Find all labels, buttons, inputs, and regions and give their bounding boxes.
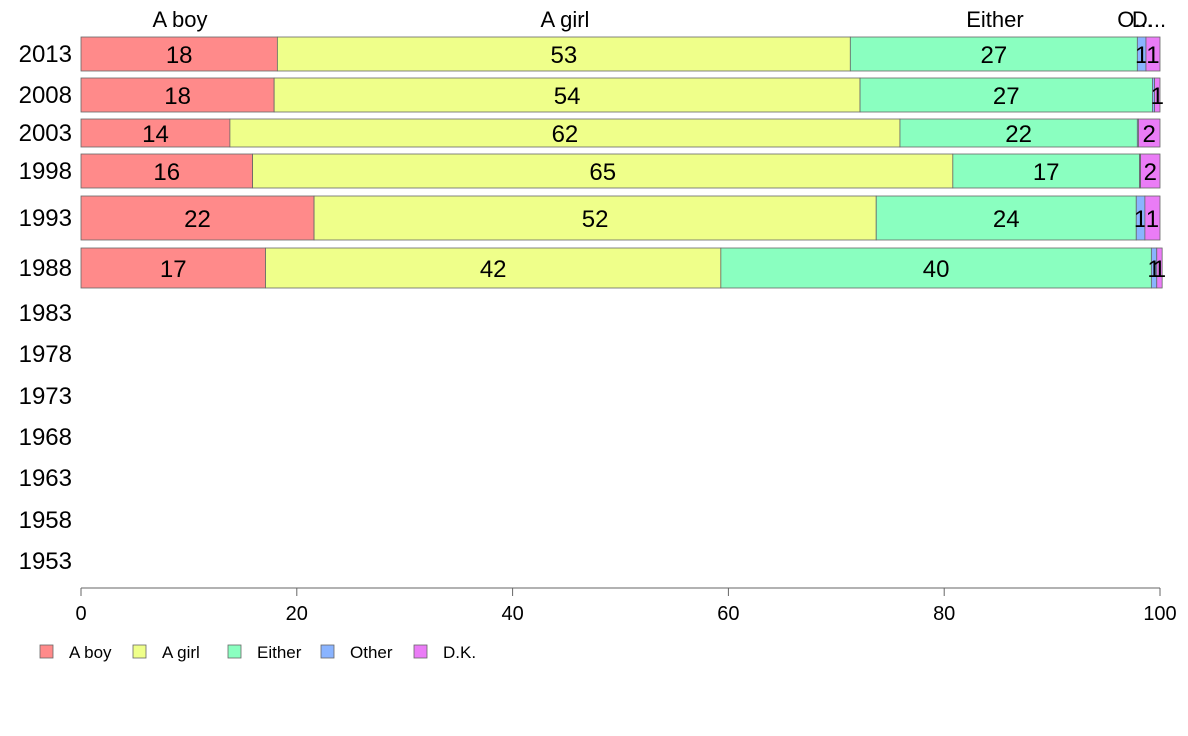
bar-segment — [80, 153, 253, 189]
data-label: 18 — [164, 83, 191, 110]
bar-segment — [276, 36, 851, 72]
column-header: D... — [1132, 7, 1166, 32]
bar-segment — [952, 153, 1140, 189]
legend-swatch — [39, 644, 54, 659]
data-label: 14 — [142, 121, 169, 148]
year-label: 2013 — [19, 41, 72, 68]
legend-swatch — [227, 644, 242, 659]
year-label: 1983 — [19, 300, 72, 327]
year-label: 1963 — [19, 465, 72, 492]
data-label: 1 — [1153, 256, 1166, 283]
bar-segment — [1154, 77, 1161, 113]
data-label: 27 — [993, 83, 1020, 110]
year-label: 1978 — [19, 341, 72, 368]
legend-label: A boy — [69, 643, 112, 662]
data-label: 1 — [1146, 42, 1159, 69]
data-label: 22 — [184, 206, 211, 233]
legend-label: D.K. — [443, 643, 476, 662]
data-label: 24 — [993, 206, 1020, 233]
legend-swatch — [132, 644, 147, 659]
data-label: 2 — [1143, 121, 1156, 148]
data-label: 27 — [980, 42, 1007, 69]
bar-segment — [1156, 247, 1163, 289]
x-tick-label: 0 — [75, 603, 86, 625]
bar-segment — [899, 118, 1138, 148]
x-tick-label: 20 — [286, 603, 308, 625]
bar-segment — [265, 247, 722, 289]
x-tick-label: 60 — [717, 603, 739, 625]
bar-segment — [80, 118, 231, 148]
bar-segment — [720, 247, 1152, 289]
bar-segment — [80, 77, 275, 113]
data-label: 40 — [923, 256, 950, 283]
year-label: 1993 — [19, 205, 72, 232]
data-label: 18 — [166, 42, 193, 69]
data-label: 16 — [153, 159, 180, 186]
legend-swatch — [413, 644, 428, 659]
data-label: 1 — [1135, 42, 1148, 69]
data-label: 1 — [1151, 83, 1164, 110]
bar-segment — [1140, 153, 1161, 189]
data-label: 1 — [1146, 206, 1159, 233]
year-label: 2008 — [19, 82, 72, 109]
bar-segment — [1144, 195, 1161, 241]
data-label: 42 — [480, 256, 507, 283]
year-label: 1998 — [19, 158, 72, 185]
bar-segment — [849, 36, 1138, 72]
column-header: A boy — [152, 7, 207, 32]
bar-segment — [1138, 118, 1161, 148]
legend-label: Either — [257, 643, 302, 662]
bar-segment — [273, 77, 861, 113]
column-header: O... — [1117, 7, 1152, 32]
bar-segment — [875, 195, 1137, 241]
year-label: 1968 — [19, 424, 72, 451]
data-label: 54 — [554, 83, 581, 110]
bar-segment — [1145, 36, 1161, 72]
data-label: 65 — [589, 159, 616, 186]
year-label: 1958 — [19, 507, 72, 534]
data-label: 52 — [582, 206, 609, 233]
x-tick-label: 40 — [501, 603, 523, 625]
data-label: 53 — [551, 42, 578, 69]
year-label: 1953 — [19, 548, 72, 575]
column-header: Either — [966, 7, 1023, 32]
x-tick-label: 100 — [1143, 603, 1176, 625]
column-header: A girl — [541, 7, 590, 32]
data-label: 17 — [160, 256, 187, 283]
bar-segment — [80, 195, 315, 241]
bar-segment — [80, 247, 266, 289]
bar-segment — [313, 195, 877, 241]
bar-segment — [229, 118, 901, 148]
legend-label: A girl — [162, 643, 200, 662]
legend-swatch — [320, 644, 335, 659]
data-label: 2 — [1144, 159, 1157, 186]
year-label: 1973 — [19, 383, 72, 410]
data-label: 17 — [1033, 159, 1060, 186]
data-label: 62 — [552, 121, 579, 148]
data-label: 22 — [1005, 121, 1032, 148]
x-tick-label: 80 — [933, 603, 955, 625]
bar-segment — [80, 36, 278, 72]
year-label: 1988 — [19, 255, 72, 282]
bar-segment — [859, 77, 1153, 113]
year-label: 2003 — [19, 120, 72, 147]
data-label: 1 — [1134, 206, 1147, 233]
legend-label: Other — [350, 643, 393, 662]
